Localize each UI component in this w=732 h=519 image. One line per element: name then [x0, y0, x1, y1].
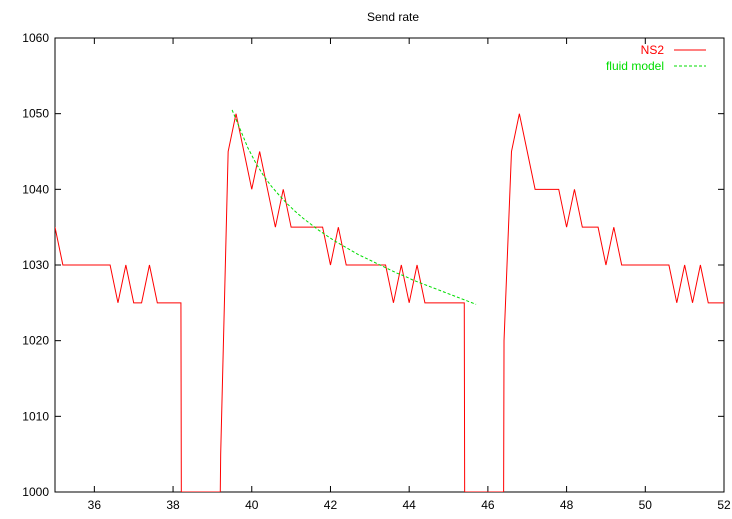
x-tick-label: 38 — [166, 498, 180, 512]
series-layer — [55, 109, 724, 492]
y-tick-label: 1040 — [22, 182, 49, 196]
legend-label: fluid model — [606, 59, 664, 73]
series-line-ns2 — [55, 113, 724, 492]
x-tick-label: 42 — [324, 498, 338, 512]
chart-title: Send rate — [367, 10, 419, 24]
legend-label: NS2 — [641, 43, 665, 57]
x-tick-label: 40 — [245, 498, 259, 512]
y-tick-label: 1000 — [22, 485, 49, 499]
x-tick-label: 52 — [717, 498, 731, 512]
y-tick-label: 1030 — [22, 258, 49, 272]
x-tick-label: 44 — [402, 498, 416, 512]
x-tick-label: 50 — [639, 498, 653, 512]
x-tick-label: 36 — [88, 498, 102, 512]
y-tick-label: 1010 — [22, 409, 49, 423]
x-tick-label: 48 — [560, 498, 574, 512]
x-tick-label: 46 — [481, 498, 495, 512]
y-tick-label: 1020 — [22, 334, 49, 348]
y-tick-label: 1050 — [22, 107, 49, 121]
legend: NS2 fluid model — [606, 43, 706, 73]
y-tick-label: 1060 — [22, 31, 49, 45]
axis-ticks: 36 38 40 42 44 46 48 50 52 1000 1010 1020 1030 1040 10… — [22, 31, 731, 512]
series-line-fluid-model — [231, 109, 477, 305]
